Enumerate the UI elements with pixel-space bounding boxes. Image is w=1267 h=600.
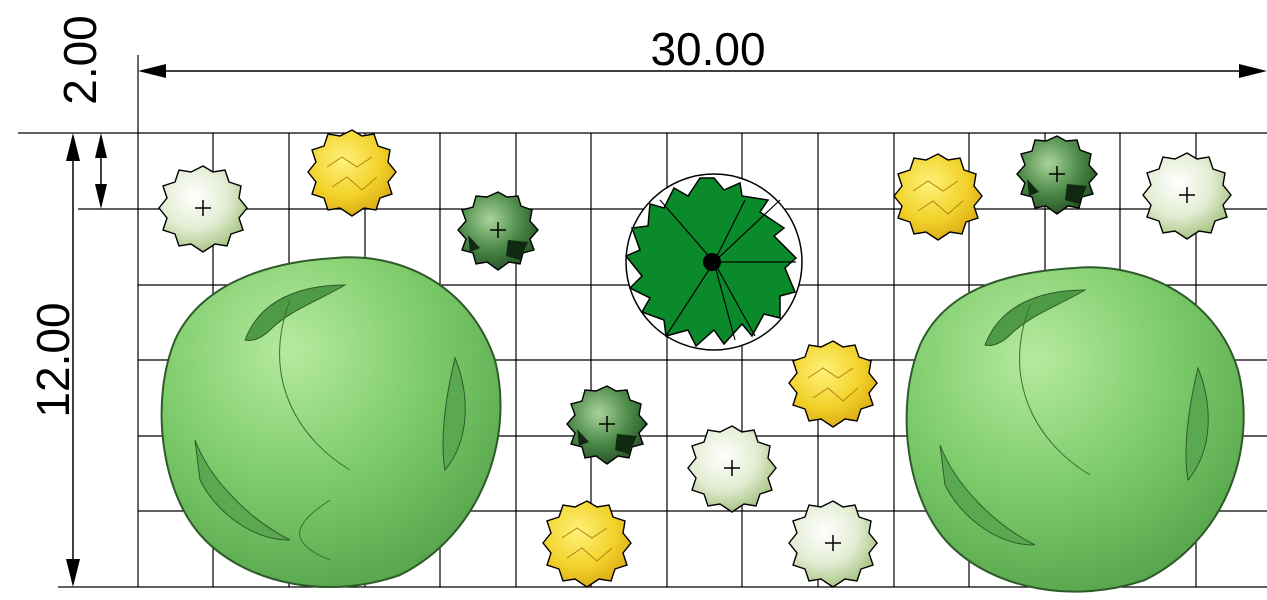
width-dimension: 30.00 xyxy=(137,23,1267,133)
offset-dimension: 2.00 xyxy=(54,15,107,209)
dark-shrub xyxy=(1016,135,1098,215)
dark-shrub xyxy=(457,191,539,271)
height-dimension: 12.00 xyxy=(27,133,80,587)
yellow-shrub xyxy=(542,500,632,588)
dark-shrub xyxy=(566,385,648,465)
evergreen-tree xyxy=(624,173,803,351)
pale-shrub xyxy=(687,425,777,513)
pale-shrub xyxy=(1142,152,1232,240)
pale-shrub xyxy=(788,500,878,588)
offset-dimension-label: 2.00 xyxy=(54,15,106,105)
height-dimension-label: 12.00 xyxy=(27,302,79,417)
yellow-shrub xyxy=(307,129,397,217)
large-shrub-right xyxy=(905,266,1245,593)
width-dimension-label: 30.00 xyxy=(650,23,765,75)
large-shrub-left xyxy=(160,256,502,589)
yellow-shrub xyxy=(893,153,983,241)
pale-shrub xyxy=(158,165,248,253)
yellow-shrub xyxy=(788,340,878,428)
